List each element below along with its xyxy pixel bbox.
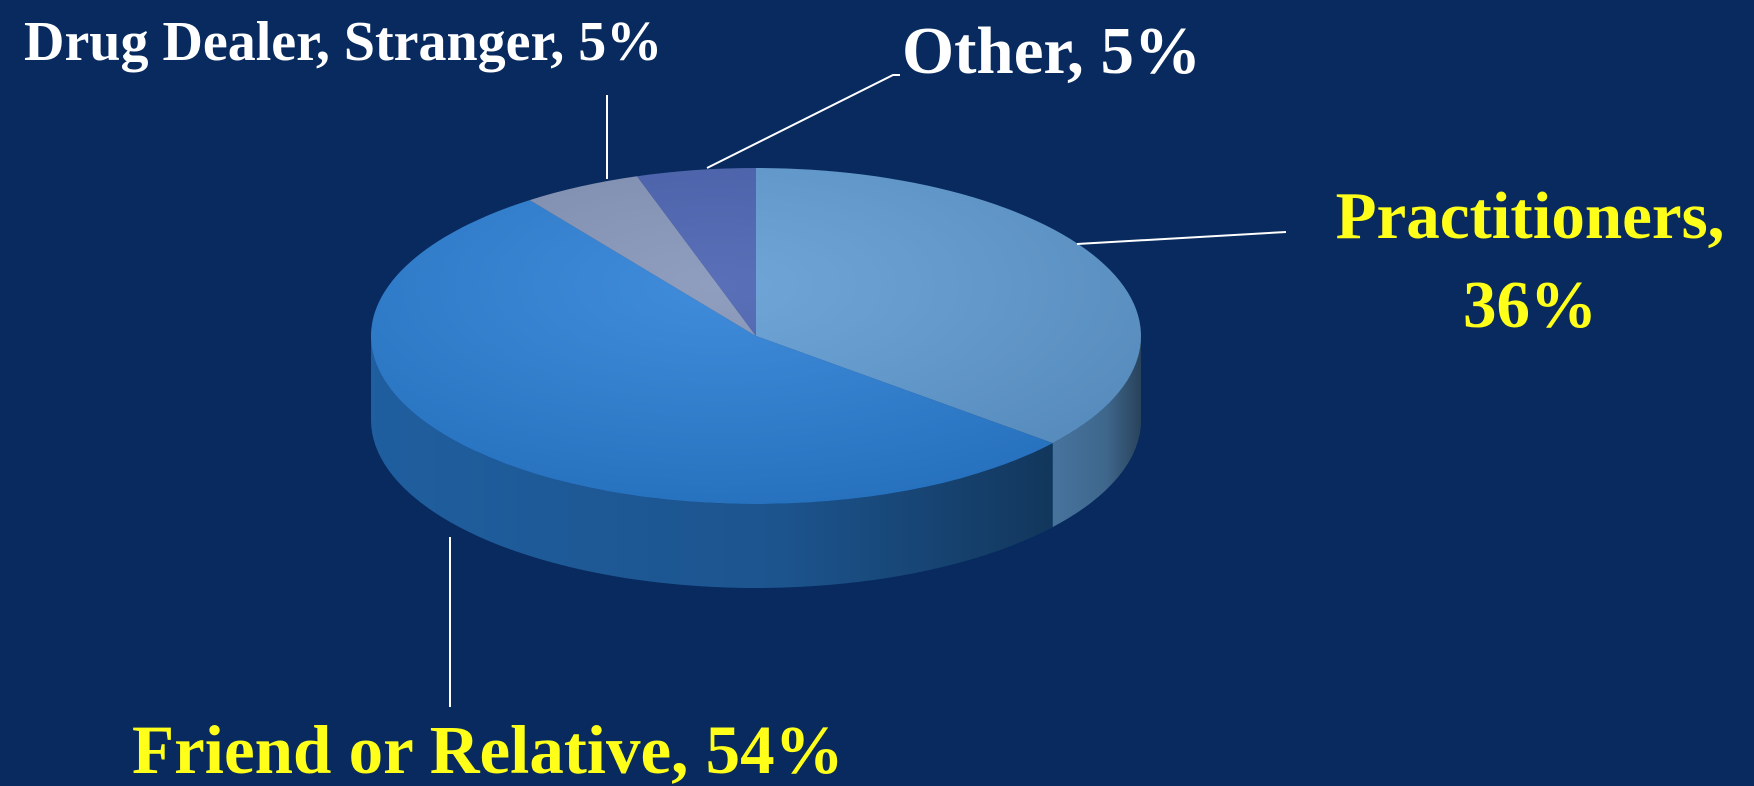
side-shade [371, 336, 1053, 588]
side-shade [1052, 336, 1141, 528]
pie [370, 168, 1141, 588]
leader-line [1076, 231, 1287, 245]
data-label: Friend or Relative, 54% [132, 712, 844, 786]
top-shine [371, 168, 1141, 504]
data-label: Other, 5% [902, 14, 1202, 88]
data-label: Drug Dealer, Stranger, 5% [24, 11, 663, 73]
leader-line [706, 74, 900, 169]
data-label: Practitioners, 36% [1335, 179, 1725, 342]
